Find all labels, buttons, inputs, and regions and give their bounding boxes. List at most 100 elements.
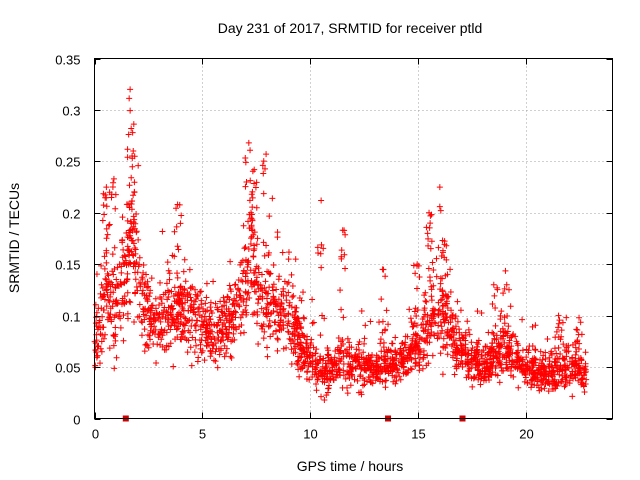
data-point	[245, 289, 252, 296]
data-point	[282, 313, 289, 320]
data-point	[292, 256, 299, 263]
data-point	[483, 343, 490, 350]
data-point	[324, 376, 331, 383]
data-point	[347, 382, 354, 389]
data-point	[439, 371, 446, 378]
data-point	[550, 378, 557, 385]
data-point	[424, 352, 431, 359]
data-point	[170, 363, 177, 370]
data-point	[318, 264, 325, 271]
data-point	[294, 322, 301, 329]
data-point	[103, 247, 110, 254]
data-point	[249, 227, 256, 234]
data-point	[439, 287, 446, 294]
data-point	[232, 309, 239, 316]
data-point	[274, 302, 281, 309]
data-point	[128, 237, 135, 244]
data-point	[247, 147, 254, 154]
data-point	[157, 279, 164, 286]
data-point	[284, 328, 291, 335]
data-point	[250, 253, 257, 260]
data-point	[254, 235, 261, 242]
data-point	[187, 307, 194, 314]
data-point	[284, 280, 291, 287]
data-point	[202, 300, 209, 307]
data-point	[367, 367, 374, 374]
data-point	[293, 304, 300, 311]
data-point	[410, 323, 417, 330]
data-point	[376, 319, 383, 326]
data-point	[447, 266, 454, 273]
data-point	[274, 309, 281, 316]
data-point	[325, 354, 332, 361]
data-point	[186, 317, 193, 324]
data-point	[117, 324, 124, 331]
data-point	[136, 261, 143, 268]
data-point	[202, 329, 209, 336]
data-point	[238, 297, 245, 304]
data-point	[284, 322, 291, 329]
data-point	[222, 323, 229, 330]
data-point	[423, 362, 430, 369]
data-point	[537, 348, 544, 355]
data-point	[367, 318, 374, 325]
data-point	[444, 271, 451, 278]
data-point	[94, 326, 101, 333]
data-point	[408, 319, 415, 326]
data-point	[287, 340, 294, 347]
data-point	[117, 281, 124, 288]
data-point	[340, 361, 347, 368]
data-point	[159, 343, 166, 350]
data-point	[474, 366, 481, 373]
data-point	[110, 175, 117, 182]
data-point	[542, 356, 549, 363]
data-point	[241, 329, 248, 336]
data-point	[119, 214, 126, 221]
data-point	[495, 350, 502, 357]
data-point	[285, 256, 292, 263]
data-point	[555, 324, 562, 331]
data-point	[375, 364, 382, 371]
data-point	[450, 331, 457, 338]
data-point	[351, 376, 358, 383]
data-point	[559, 376, 566, 383]
data-point	[134, 269, 141, 276]
data-point	[338, 247, 345, 254]
data-point	[229, 337, 236, 344]
data-point	[226, 282, 233, 289]
data-point	[450, 337, 457, 344]
data-point	[425, 235, 432, 242]
data-point	[129, 163, 136, 170]
data-point	[531, 355, 538, 362]
data-point	[565, 348, 572, 355]
data-point	[412, 355, 419, 362]
data-point	[577, 365, 584, 372]
data-point	[383, 377, 390, 384]
data-point	[147, 287, 154, 294]
data-point	[219, 333, 226, 340]
data-point	[558, 327, 565, 334]
data-point	[104, 270, 111, 277]
data-point	[449, 341, 456, 348]
data-point	[466, 331, 473, 338]
data-point	[414, 332, 421, 339]
data-points	[91, 86, 590, 403]
data-point	[245, 218, 252, 225]
data-point	[366, 377, 373, 384]
data-point	[113, 276, 120, 283]
data-point	[124, 146, 131, 153]
data-point	[279, 249, 286, 256]
data-point	[104, 316, 111, 323]
data-point	[310, 319, 317, 326]
data-point	[513, 338, 520, 345]
data-point	[251, 309, 258, 316]
data-point	[430, 282, 437, 289]
data-point	[198, 314, 205, 321]
data-point	[581, 389, 588, 396]
data-point	[392, 351, 399, 358]
data-point	[382, 384, 389, 391]
data-point	[494, 372, 501, 379]
data-point	[444, 326, 451, 333]
data-point	[503, 281, 510, 288]
data-point	[185, 317, 192, 324]
